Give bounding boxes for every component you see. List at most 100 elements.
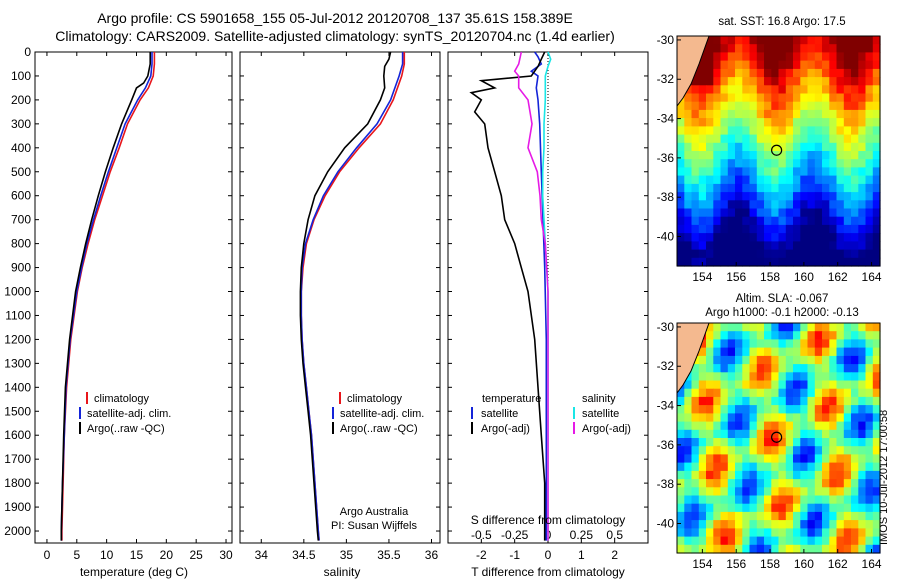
map-cell [706,216,714,226]
map-cell [800,208,809,218]
series-line-argo-raw-qc- [60,52,151,541]
map-cell [771,257,780,267]
map-cell [742,347,751,357]
map-cell [872,167,881,177]
map-cell [851,372,859,382]
map-cell [836,126,845,136]
map-cell [735,520,743,529]
map-cell [872,364,881,373]
map-cell [858,60,867,70]
map-cell [829,470,838,480]
map-cell [843,454,852,464]
map-cell [720,44,729,53]
map-cell [822,544,830,554]
map-cell [793,60,801,70]
map-cell [742,536,751,546]
map-cell [800,249,809,259]
map-cell [706,118,714,127]
map-cell [764,405,772,414]
map-cell [720,77,729,86]
map-cell [764,118,772,127]
map-cell [713,438,722,447]
map-cell [713,462,722,472]
map-cell [807,101,816,111]
map-cell [756,208,765,218]
map-cell [735,355,743,365]
map-cell [778,60,787,70]
map-frame [676,35,881,267]
x-tick-label: 34 [255,548,269,562]
map-cell [749,372,758,382]
map-cell [684,126,693,136]
map-cell [814,109,823,119]
map-cell [807,241,816,251]
map-cell [706,200,714,210]
map-cell [756,388,765,398]
map-cell [756,192,765,201]
map-cell [814,339,823,349]
map-cell [727,241,736,251]
map-cell [814,528,823,538]
map-cell [735,68,743,78]
map-cell [858,503,867,513]
map-cell [691,159,700,168]
map-cell [785,323,794,332]
map-cell [749,388,758,398]
map-cell [756,511,765,521]
legend-satellite: satellite-adj. clim. [340,408,424,420]
map-cell [814,462,823,472]
map-cell [706,429,714,439]
map-cell [742,109,751,119]
map-cell [691,479,700,488]
map-cell [713,470,722,480]
map-cell [872,454,881,464]
map-cell [749,503,758,513]
map-cell [756,101,765,111]
map-cell [843,438,852,447]
map-cell [749,134,758,144]
map-cell [698,339,707,349]
map-cell [720,438,729,447]
map-cell [814,413,823,423]
map-cell [691,142,700,152]
map-cell [756,257,765,267]
map-cell [756,536,765,546]
map-cell [793,470,801,480]
map-cell [771,109,780,119]
map-cell [713,380,722,390]
map-cell [727,372,736,382]
series-line-s-argo-adj- [513,51,549,541]
map-cell [822,364,830,373]
map-cell [814,200,823,210]
map-cell [684,183,693,193]
map-cell [865,175,874,185]
map-cell [756,405,765,414]
map-cell [742,60,751,70]
map-cell [713,192,722,201]
map-cell [778,159,787,168]
map-cell [851,192,859,201]
map-cell [836,134,845,144]
map-cell [836,192,845,201]
map-cell [778,36,787,45]
map-cell [698,487,707,497]
map-cell [800,36,809,45]
map-cell [756,355,765,365]
temperature-legend: climatology satellite-adj. clim. Argo(..… [79,392,171,435]
map-cell [764,126,772,136]
map-cell [865,68,874,78]
map-cell [800,355,809,365]
map-cell [764,93,772,103]
map-cell [800,175,809,185]
map-cell [713,372,722,382]
map-cell [800,52,809,62]
map-cell [843,249,852,259]
map-cell [735,200,743,210]
map-cell [771,101,780,111]
map-cell [706,126,714,136]
map-cell [851,413,859,423]
map-cell [793,52,801,62]
map-cell [771,216,780,226]
map-cell [749,224,758,234]
map-cell [793,454,801,464]
